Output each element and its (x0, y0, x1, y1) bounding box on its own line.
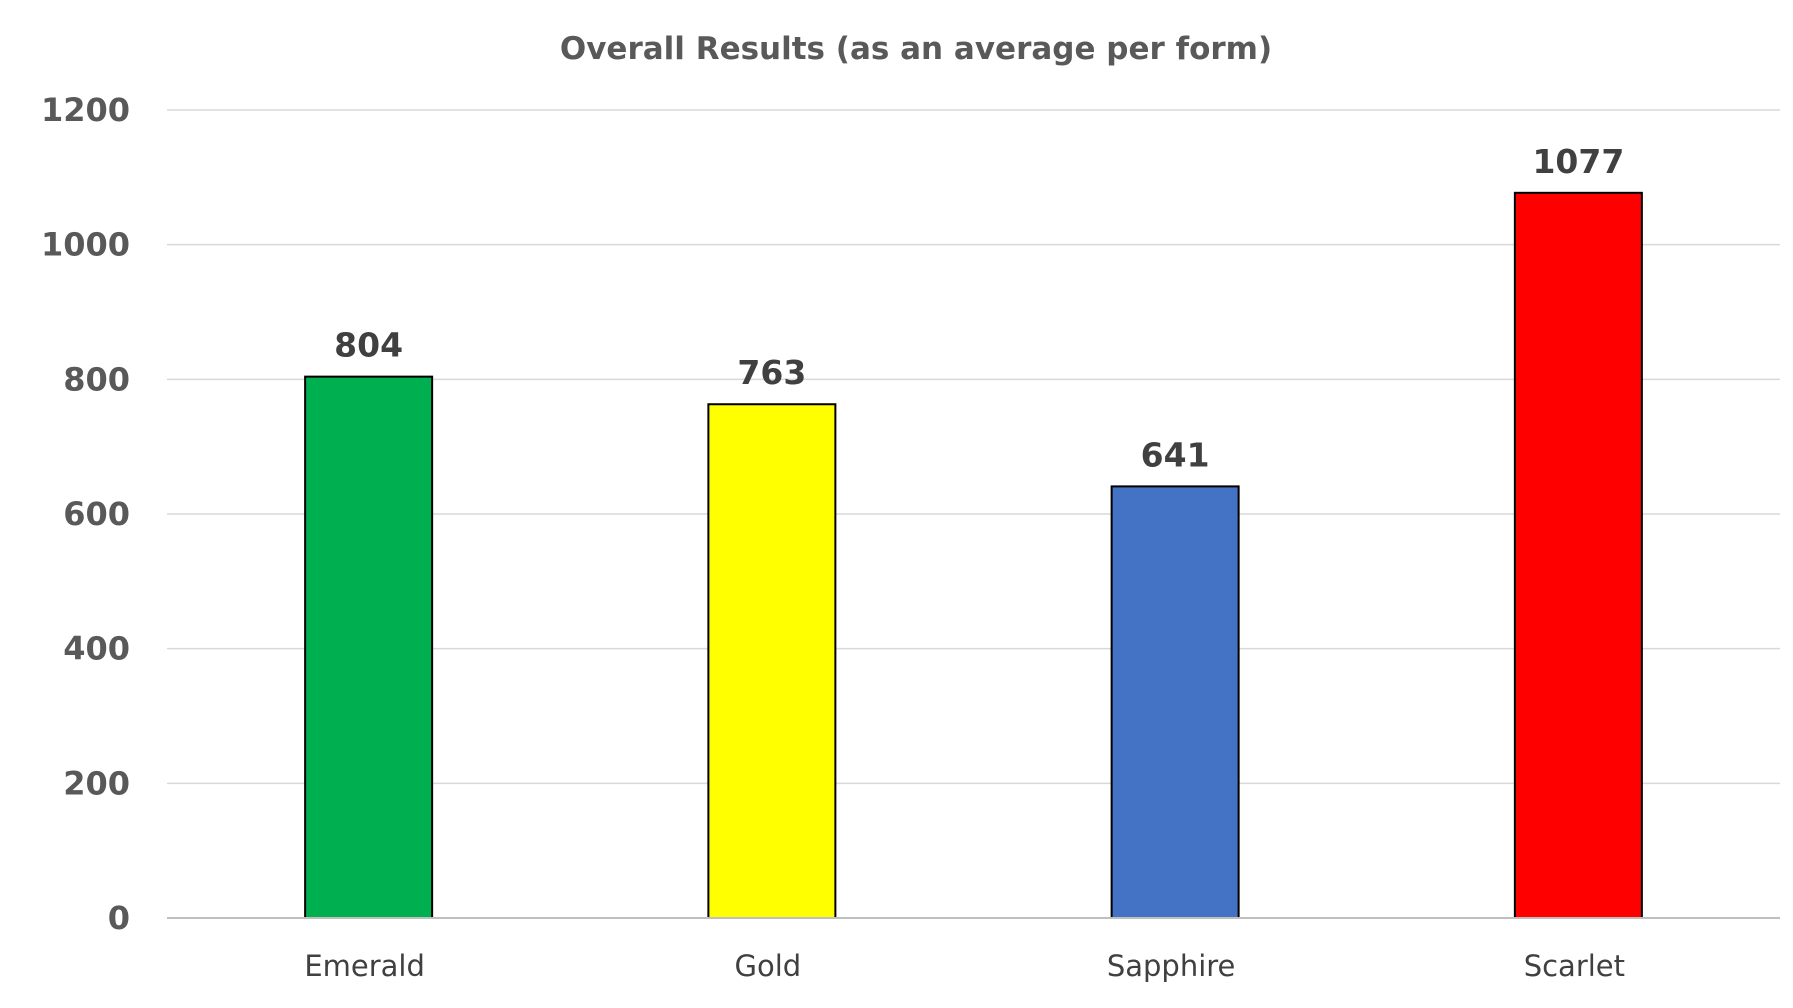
y-tick-label: 600 (63, 495, 130, 533)
data-label-emerald: 804 (334, 326, 403, 365)
chart-title: Overall Results (as an average per form) (560, 31, 1272, 67)
data-label-sapphire: 641 (1141, 435, 1210, 474)
bars (304, 191, 1643, 920)
y-axis-ticks: 0 200 400 600 800 1000 1200 (41, 91, 130, 937)
y-tick-label: 800 (63, 360, 130, 398)
bar-emerald (304, 375, 434, 919)
bar-sapphire (1110, 485, 1240, 919)
x-tick-label-scarlet: Scarlet (1524, 949, 1625, 983)
x-axis-ticks: Emerald Gold Sapphire Scarlet (304, 949, 1625, 983)
y-tick-label: 400 (63, 630, 130, 668)
data-labels: 804 763 641 1077 (334, 142, 1624, 475)
x-tick-label-gold: Gold (735, 949, 802, 983)
y-tick-label: 1200 (41, 91, 130, 129)
bar-gold (707, 403, 837, 920)
y-tick-label: 0 (108, 899, 130, 937)
bar-scarlet (1513, 191, 1643, 919)
data-label-gold: 763 (737, 353, 806, 392)
y-tick-label: 1000 (41, 226, 130, 264)
x-tick-label-emerald: Emerald (304, 949, 425, 983)
data-label-scarlet: 1077 (1532, 142, 1624, 181)
y-tick-label: 200 (63, 764, 130, 802)
gridlines (167, 109, 1780, 785)
x-tick-label-sapphire: Sapphire (1107, 949, 1236, 983)
